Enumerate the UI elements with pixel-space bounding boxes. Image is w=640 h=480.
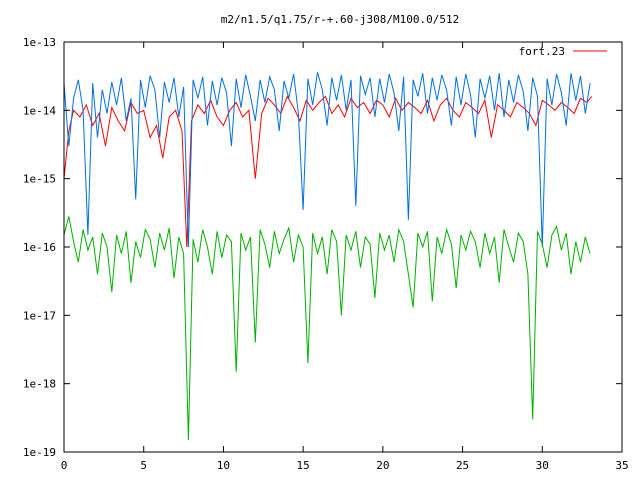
y-tick-label: 1e-13 — [23, 36, 56, 49]
y-tick-label: 1e-17 — [23, 309, 56, 322]
series-line-1 — [63, 72, 591, 248]
y-axis: 1e-13 1e-14 1e-15 1e-16 1e-17 1e-18 1e-19 — [23, 36, 622, 459]
x-tick-label: 0 — [61, 459, 68, 472]
legend-label: fort.23 — [519, 45, 565, 58]
y-tick-label: 1e-19 — [23, 446, 56, 459]
x-axis: 0 5 10 15 20 25 30 35 — [61, 42, 629, 472]
y-tick-label: 1e-18 — [23, 378, 56, 391]
chart-title: m2/n1.5/q1.75/r-+.60-j308/M100.0/512 — [221, 13, 459, 26]
series-layer — [63, 72, 593, 441]
y-tick-label: 1e-16 — [23, 241, 56, 254]
x-tick-label: 5 — [140, 459, 147, 472]
x-tick-label: 30 — [536, 459, 549, 472]
x-tick-label: 20 — [376, 459, 389, 472]
x-tick-label: 15 — [297, 459, 310, 472]
x-tick-label: 10 — [217, 459, 230, 472]
x-tick-label: 25 — [456, 459, 469, 472]
y-tick-label: 1e-14 — [23, 104, 56, 117]
series-line-2 — [63, 216, 591, 441]
y-tick-label: 1e-15 — [23, 173, 56, 186]
x-tick-label: 35 — [615, 459, 628, 472]
legend: fort.23 — [519, 45, 607, 58]
series-line-0 — [63, 95, 593, 248]
